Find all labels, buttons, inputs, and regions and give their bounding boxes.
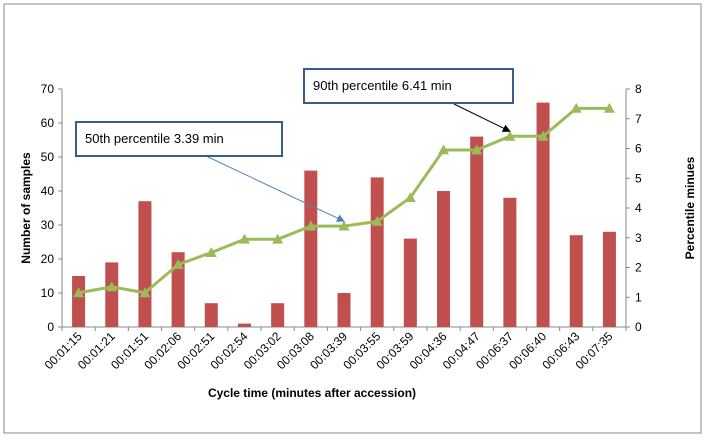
bar	[536, 102, 550, 327]
bar	[171, 252, 185, 327]
bar	[204, 303, 218, 327]
bar	[403, 238, 417, 327]
line-point	[139, 287, 151, 298]
y2-tick-label: 2	[635, 261, 642, 275]
line-point	[106, 281, 118, 292]
y-tick-label: 60	[41, 116, 55, 130]
y2-tick-label: 8	[635, 82, 642, 96]
line-point	[438, 144, 450, 155]
line-point	[73, 287, 85, 298]
bar	[437, 191, 451, 327]
y2-tick-label: 4	[635, 201, 642, 215]
line-point	[371, 215, 383, 226]
line-point	[172, 259, 184, 269]
line-point	[238, 233, 250, 244]
annotation-label: 50th percentile 3.39 min	[85, 131, 224, 146]
line-point	[404, 192, 416, 202]
y2-tick-label: 7	[635, 112, 642, 126]
bar	[569, 235, 583, 327]
y-axis-title: Number of samples	[19, 152, 33, 264]
line-point	[305, 220, 317, 231]
bar	[370, 177, 384, 327]
line-point	[603, 102, 615, 113]
y2-tick-label: 6	[635, 142, 642, 156]
y2-tick-label: 3	[635, 231, 642, 245]
line-point	[338, 220, 350, 231]
annotation-label: 90th percentile 6.41 min	[313, 78, 452, 93]
bar	[237, 323, 251, 327]
y-tick-label: 20	[41, 252, 55, 266]
bar	[470, 136, 484, 327]
y-tick-label: 0	[47, 320, 54, 334]
y-tick-label: 50	[41, 150, 55, 164]
y-tick-label: 30	[41, 218, 55, 232]
y-tick-label: 70	[41, 82, 55, 96]
annotation-box	[75, 121, 283, 157]
line-point	[570, 102, 582, 113]
bar	[304, 170, 318, 327]
y-tick-label: 10	[41, 286, 55, 300]
bar	[271, 303, 285, 327]
bar	[337, 293, 351, 327]
y2-tick-label: 5	[635, 171, 642, 185]
bar	[138, 201, 152, 327]
line-point	[504, 130, 516, 141]
annotation-arrow	[453, 103, 511, 132]
annotation-box	[303, 68, 514, 104]
bar	[503, 197, 517, 327]
y2-tick-label: 1	[635, 290, 642, 304]
annotation-arrow	[205, 155, 345, 222]
y2-axis-title: Percentile minues	[683, 156, 697, 259]
y2-tick-label: 0	[635, 320, 642, 334]
bar	[602, 231, 616, 327]
bar	[105, 262, 119, 327]
line-point	[471, 144, 483, 155]
x-axis-title: Cycle time (minutes after accession)	[208, 386, 416, 400]
bar	[72, 276, 86, 327]
line-point	[205, 247, 217, 258]
line-point	[537, 130, 549, 141]
y-tick-label: 40	[41, 184, 55, 198]
line-point	[272, 233, 284, 244]
